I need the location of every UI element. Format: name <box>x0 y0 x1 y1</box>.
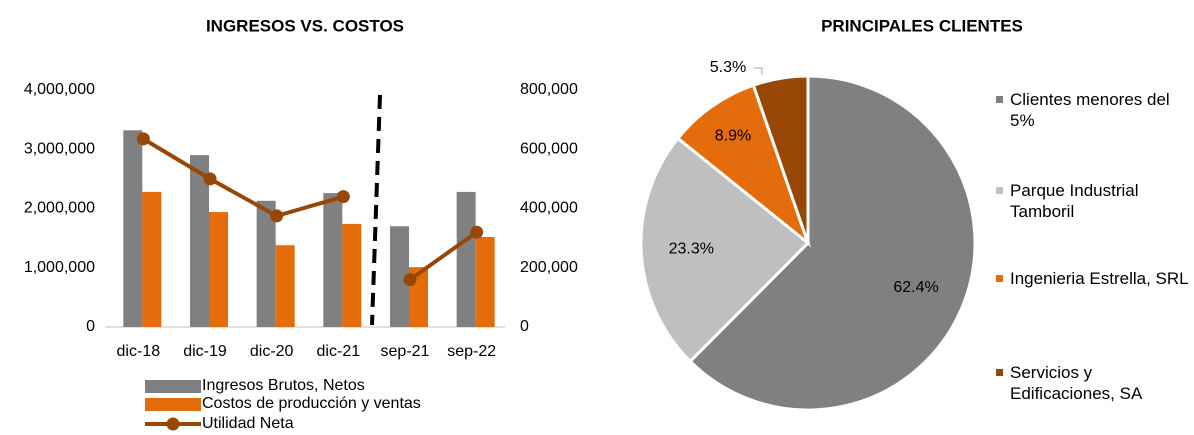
data-label: 5.3% <box>710 59 746 76</box>
x-tick-label: dic-20 <box>250 343 294 360</box>
legend-swatch <box>996 275 1003 282</box>
pie-slice <box>688 74 977 412</box>
line-marker <box>470 225 484 239</box>
chart-title: INGRESOS VS. COSTOS <box>206 16 404 35</box>
y-tick-label: 4,000,000 <box>24 81 95 98</box>
line-marker <box>336 190 350 204</box>
leader-line <box>754 67 763 75</box>
bar <box>390 226 409 327</box>
data-label: 23.3% <box>669 241 714 258</box>
bar <box>275 245 295 327</box>
x-tick-label: dic-19 <box>183 343 227 360</box>
y2-tick-label: 200,000 <box>520 259 578 276</box>
bar <box>475 236 495 327</box>
x-tick-label: dic-18 <box>117 343 161 360</box>
x-tick-label: sep-22 <box>447 343 496 360</box>
bar <box>456 191 476 327</box>
y-tick-label: 3,000,000 <box>24 140 95 157</box>
legend-label: Clientes menores del 5% <box>996 89 1190 131</box>
bar <box>342 223 362 327</box>
legend-swatch <box>145 380 201 393</box>
pie-slice <box>639 136 811 364</box>
bar <box>256 200 276 327</box>
bar <box>190 155 209 327</box>
bar <box>323 193 343 327</box>
legend-swatch <box>996 187 1003 194</box>
data-label: 8.9% <box>715 128 751 145</box>
y-tick-label: 1,000,000 <box>24 259 95 276</box>
line-marker <box>270 209 284 223</box>
legend-swatch <box>996 96 1003 103</box>
y-tick-label: 0 <box>86 318 95 335</box>
x-tick-label: dic-21 <box>317 343 361 360</box>
legend-label: Parque Industrial Tamboril <box>996 180 1190 222</box>
period-divider <box>370 94 382 326</box>
chart-title: PRINCIPALES CLIENTES <box>821 16 1023 35</box>
y2-tick-label: 800,000 <box>520 81 578 98</box>
bar <box>123 130 143 327</box>
legend-swatch <box>166 417 180 431</box>
pie-slice <box>675 83 812 248</box>
legend-label: Ingenieria Estrella, SRL <box>996 268 1190 289</box>
bar <box>209 212 228 327</box>
legend-label: Utilidad Neta <box>202 415 294 432</box>
data-label: 62.4% <box>893 279 938 296</box>
bar <box>142 191 162 327</box>
line-marker <box>136 132 150 146</box>
line-marker <box>403 273 417 287</box>
legend-label: Ingresos Brutos, Netos <box>202 377 365 394</box>
legend-swatch <box>996 369 1003 376</box>
y2-tick-label: 400,000 <box>520 200 578 217</box>
x-tick-label: sep-21 <box>381 343 430 360</box>
y2-tick-label: 600,000 <box>520 140 578 157</box>
y-tick-label: 2,000,000 <box>24 200 95 217</box>
legend-swatch <box>145 398 201 411</box>
y2-tick-label: 0 <box>520 318 529 335</box>
legend-label: Costos de producción y ventas <box>202 395 421 412</box>
legend-label: Servicios y Edificaciones, SA <box>996 362 1190 404</box>
line-marker <box>203 172 217 186</box>
pie-slice <box>751 74 810 244</box>
line <box>142 137 478 282</box>
